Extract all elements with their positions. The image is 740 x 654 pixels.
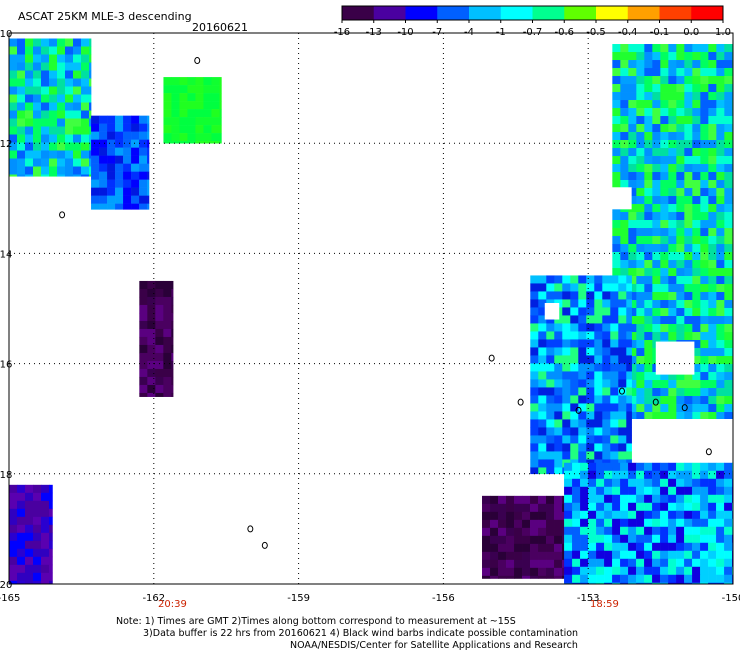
colorbar-segment [500, 6, 533, 20]
longitude-tick-label: -153 [577, 593, 600, 604]
latitude-labels: -10 -12 -14 -16 -18 -20 [0, 29, 12, 591]
island-outline [652, 398, 659, 406]
product-title: ASCAT 25KM MLE-3 descending [18, 10, 192, 23]
colorbar-segment [627, 6, 660, 20]
colorbar-segment [564, 6, 597, 20]
footer-credit: NOAA/NESDIS/Center for Satellite Applica… [290, 640, 578, 650]
colorbar-segment [469, 6, 502, 20]
swath [482, 495, 575, 579]
swath [9, 38, 92, 177]
island-outline [59, 211, 66, 219]
latitude-tick-label: -14 [0, 249, 12, 260]
wind-swaths [9, 38, 734, 585]
product-date: 20160621 [192, 21, 248, 34]
island-outline [261, 541, 268, 549]
island-outline [247, 525, 254, 533]
footer-note-2: 3)Data buffer is 22 hrs from 20160621 4)… [143, 628, 578, 639]
pass-time-west: 20:39 [158, 599, 187, 610]
island-outline [705, 448, 712, 456]
longitude-tick-label: -159 [287, 593, 310, 604]
colorbar-segment [596, 6, 629, 20]
colorbar-segment [659, 6, 692, 20]
colorbar [341, 5, 724, 21]
longitude-tick-label: -150 [722, 593, 740, 604]
map-frame [8, 32, 734, 585]
island-outline [194, 57, 201, 65]
colorbar-segment [405, 6, 438, 20]
colorbar-segment [437, 6, 470, 20]
island-outline [575, 406, 582, 414]
island-outline [681, 404, 688, 412]
swath [91, 115, 150, 210]
longitude-tick-label: -156 [432, 593, 455, 604]
latitude-tick-label: -20 [0, 580, 12, 591]
longitude-tick-label: -165 [0, 593, 20, 604]
swath [139, 280, 174, 397]
latitude-tick-label: -12 [0, 139, 12, 150]
swath [163, 77, 222, 144]
footer-note-1: Note: 1) Times are GMT 2)Times along bot… [116, 616, 516, 627]
colorbar-segment [691, 6, 724, 20]
island-outline [517, 398, 524, 406]
latitude-tick-label: -16 [0, 360, 12, 371]
colorbar-tick-labels: -16 -13 -10 -7 -4 -1 -0.7 -0.6 -0.5 -0.4 -0.1 0.0 1.… [334, 20, 731, 38]
swath [9, 484, 53, 585]
pass-time-east: 18:59 [590, 599, 619, 610]
island-outline [618, 387, 625, 395]
lat-lon-grid [9, 33, 733, 584]
longitude-labels: -165 -162 -159 -156 -153 -150 [0, 593, 740, 604]
latitude-tick-label: -18 [0, 470, 12, 481]
colorbar-segment [342, 6, 375, 20]
colorbar-segment [532, 6, 565, 20]
island-outline [488, 354, 495, 362]
colorbar-segment [373, 6, 406, 20]
swath [564, 462, 734, 585]
longitude-tick-label: -162 [142, 593, 165, 604]
latitude-tick-label: -10 [0, 29, 12, 40]
islands [59, 57, 712, 549]
